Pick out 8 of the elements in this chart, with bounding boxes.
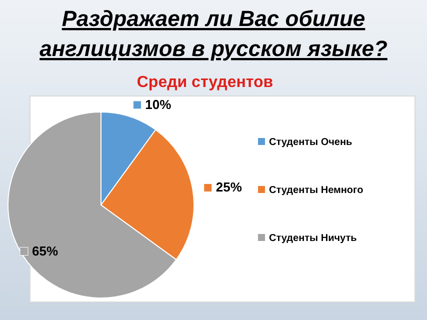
legend-label: Студенты Очень [269, 137, 352, 148]
chart-title: Раздражает ли Вас обилие англицизмов в русском языке? [40, 6, 388, 61]
data-label: 25% [216, 180, 242, 195]
legend-label: Студенты Ничуть [269, 233, 357, 244]
data-label: 65% [32, 243, 58, 258]
chart-subtitle: Среди студентов [136, 74, 274, 91]
data-label: 10% [145, 96, 172, 112]
legend-label: Студенты Немного [269, 185, 364, 196]
